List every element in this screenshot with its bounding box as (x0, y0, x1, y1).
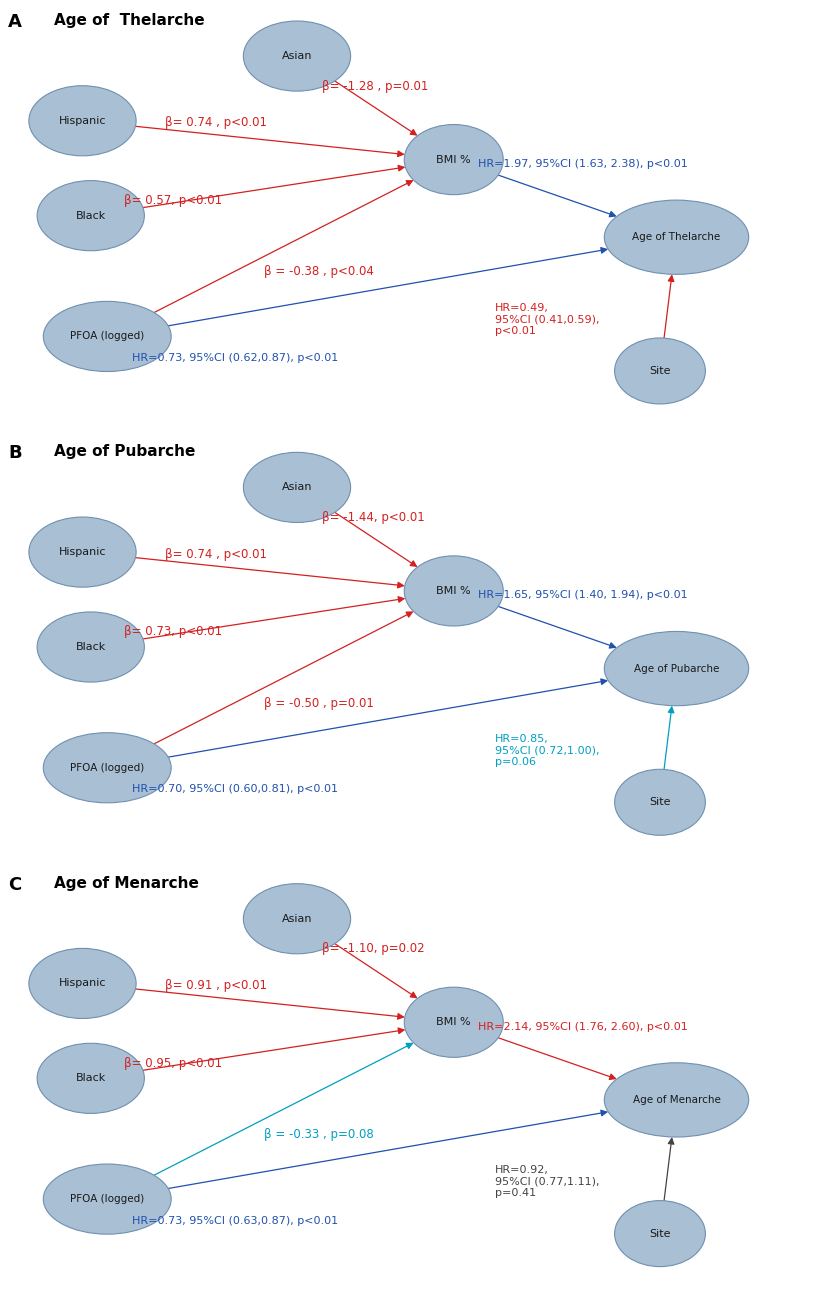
Text: HR=0.73, 95%CI (0.63,0.87), p<0.01: HR=0.73, 95%CI (0.63,0.87), p<0.01 (132, 1215, 338, 1225)
Text: β= 0.57, p<0.01: β= 0.57, p<0.01 (124, 194, 222, 207)
Text: Asian: Asian (282, 483, 312, 493)
Ellipse shape (43, 1165, 172, 1234)
Text: β= -1.44, p<0.01: β= -1.44, p<0.01 (322, 511, 425, 524)
Text: Black: Black (76, 1073, 106, 1083)
Text: A: A (8, 13, 22, 31)
Text: β = -0.38 , p<0.04: β = -0.38 , p<0.04 (264, 265, 374, 278)
Ellipse shape (615, 338, 705, 404)
Text: Black: Black (76, 211, 106, 221)
Text: Black: Black (76, 642, 106, 652)
Text: Asian: Asian (282, 50, 312, 61)
Text: β = -0.50 , p=0.01: β = -0.50 , p=0.01 (264, 696, 374, 709)
Text: Age of Menarche: Age of Menarche (54, 876, 199, 890)
Text: Site: Site (649, 1228, 671, 1238)
Text: Hispanic: Hispanic (59, 547, 106, 558)
Text: Hispanic: Hispanic (59, 978, 106, 989)
Text: HR=2.14, 95%CI (1.76, 2.60), p<0.01: HR=2.14, 95%CI (1.76, 2.60), p<0.01 (478, 1021, 688, 1031)
Text: HR=0.85,
95%CI (0.72,1.00),
p=0.06: HR=0.85, 95%CI (0.72,1.00), p=0.06 (495, 734, 600, 767)
Ellipse shape (29, 85, 136, 155)
Text: BMI %: BMI % (436, 1017, 471, 1027)
Ellipse shape (243, 21, 351, 91)
Text: HR=0.73, 95%CI (0.62,0.87), p<0.01: HR=0.73, 95%CI (0.62,0.87), p<0.01 (132, 353, 338, 364)
Text: Age of  Thelarche: Age of Thelarche (54, 13, 205, 28)
Ellipse shape (604, 1062, 749, 1137)
Text: β= -1.10, p=0.02: β= -1.10, p=0.02 (322, 942, 424, 955)
Text: β= 0.91 , p<0.01: β= 0.91 , p<0.01 (165, 980, 267, 992)
Ellipse shape (604, 631, 749, 705)
Text: HR=1.65, 95%CI (1.40, 1.94), p<0.01: HR=1.65, 95%CI (1.40, 1.94), p<0.01 (478, 590, 688, 600)
Text: HR=0.70, 95%CI (0.60,0.81), p<0.01: HR=0.70, 95%CI (0.60,0.81), p<0.01 (132, 784, 338, 795)
Text: C: C (8, 876, 21, 894)
Text: Site: Site (649, 797, 671, 807)
Ellipse shape (29, 949, 136, 1018)
Ellipse shape (37, 181, 144, 251)
Text: PFOA (logged): PFOA (logged) (70, 762, 144, 773)
Text: Asian: Asian (282, 914, 312, 924)
Text: BMI %: BMI % (436, 154, 471, 164)
Text: HR=0.49,
95%CI (0.41,0.59),
p<0.01: HR=0.49, 95%CI (0.41,0.59), p<0.01 (495, 303, 600, 335)
Ellipse shape (404, 987, 503, 1057)
Text: β= 0.74 , p<0.01: β= 0.74 , p<0.01 (165, 547, 267, 560)
Text: Age of Thelarche: Age of Thelarche (633, 232, 720, 242)
Text: Hispanic: Hispanic (59, 115, 106, 126)
Text: B: B (8, 444, 22, 462)
Ellipse shape (37, 612, 144, 682)
Ellipse shape (43, 302, 172, 371)
Text: HR=0.92,
95%CI (0.77,1.11),
p=0.41: HR=0.92, 95%CI (0.77,1.11), p=0.41 (495, 1166, 600, 1198)
Text: PFOA (logged): PFOA (logged) (70, 331, 144, 342)
Text: β= -1.28 , p=0.01: β= -1.28 , p=0.01 (322, 80, 428, 93)
Ellipse shape (29, 518, 136, 587)
Ellipse shape (404, 556, 503, 626)
Ellipse shape (37, 1043, 144, 1113)
Ellipse shape (243, 453, 351, 523)
Ellipse shape (243, 884, 351, 954)
Text: β= 0.74 , p<0.01: β= 0.74 , p<0.01 (165, 116, 267, 129)
Text: PFOA (logged): PFOA (logged) (70, 1194, 144, 1205)
Text: β= 0.95, p<0.01: β= 0.95, p<0.01 (124, 1057, 222, 1070)
Text: HR=1.97, 95%CI (1.63, 2.38), p<0.01: HR=1.97, 95%CI (1.63, 2.38), p<0.01 (478, 159, 688, 170)
Ellipse shape (604, 201, 749, 274)
Ellipse shape (404, 124, 503, 194)
Text: Age of Menarche: Age of Menarche (633, 1095, 720, 1105)
Text: Site: Site (649, 366, 671, 377)
Text: Age of Pubarche: Age of Pubarche (634, 664, 719, 674)
Text: β = -0.33 , p=0.08: β = -0.33 , p=0.08 (264, 1128, 374, 1141)
Text: Age of Pubarche: Age of Pubarche (54, 444, 195, 459)
Ellipse shape (615, 769, 705, 836)
Ellipse shape (43, 732, 172, 802)
Text: BMI %: BMI % (436, 586, 471, 597)
Text: β= 0.73, p<0.01: β= 0.73, p<0.01 (124, 625, 222, 638)
Ellipse shape (615, 1201, 705, 1267)
